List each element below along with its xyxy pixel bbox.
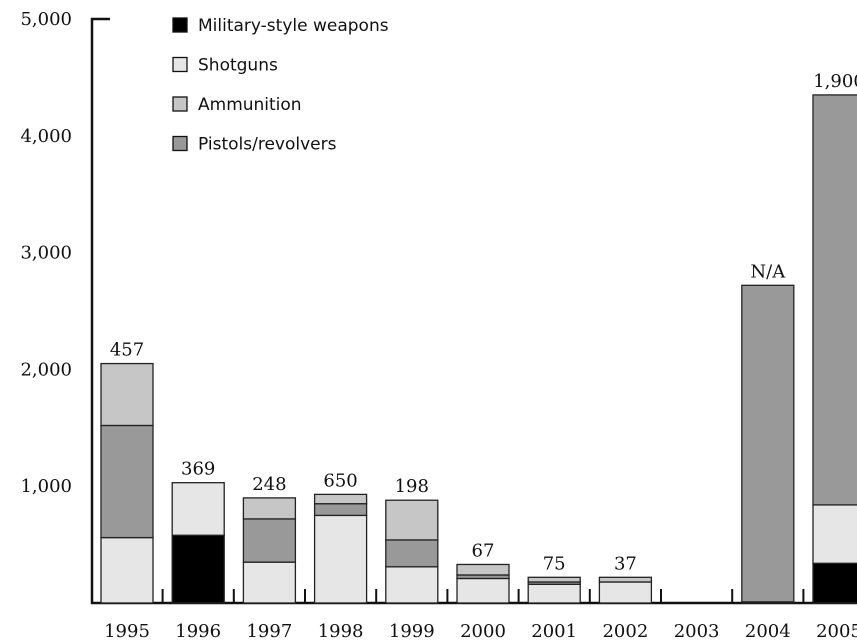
bar-total-label: 37 [614,553,637,574]
bar-total-label: 457 [110,340,144,361]
x-tick-label: 2003 [674,621,720,641]
bar-segment [242,518,297,563]
y-tick-label: 2,000 [20,359,72,380]
x-tick-label: 1997 [246,621,292,641]
bar-segment [812,94,857,506]
bar-total-label: 1,900 [813,71,857,92]
legend-swatch [172,135,188,152]
x-tick-label: 1996 [175,621,221,641]
bar-total-label: 248 [252,474,286,495]
bar-segment [527,576,581,583]
bar-segment [313,493,368,505]
bar-total-label: 67 [472,540,495,561]
legend-swatch [172,96,188,112]
y-tick-label: 3,000 [20,243,72,264]
y-tick-label: 5,000 [20,9,72,30]
bar-segment [100,424,154,539]
x-tick-label: 2001 [531,621,577,641]
legend-label: Pistols/revolvers [198,135,337,155]
x-tick-label: 1999 [389,621,435,641]
x-tick-label: 1995 [104,621,150,641]
bar-segment [385,566,439,604]
bar-segment [598,581,653,604]
bar-segment [385,539,439,568]
bar-segment [100,536,154,604]
bar-segment [171,482,225,536]
y-tick-label: 4,000 [20,126,72,147]
bar-segment [242,497,297,520]
legend-swatch [172,17,188,33]
y-tick-label: 1,000 [20,476,72,497]
legend-label: Military-style weapons [198,16,389,36]
x-tick-label: 2002 [602,621,648,641]
x-tick-label: 2000 [460,621,506,641]
x-tick-label: 2004 [745,621,791,641]
bar-segment [456,563,510,576]
bar-segment [741,284,795,603]
bar-total-label: 198 [395,476,429,497]
legend-label: Shotguns [198,56,278,76]
legend-swatch [172,56,188,73]
bar-total-label: 369 [181,459,215,480]
legend-label: Ammunition [198,95,302,115]
bar-segment [598,576,653,583]
bar-segment [100,362,154,427]
bar-segment [527,583,581,604]
bar-segment [171,534,225,604]
x-tick-label: 2005 [816,621,857,641]
bar-segment [242,561,297,604]
bar-total-label: N/A [750,261,786,282]
bar-segment [456,577,510,604]
bar-total-label: 75 [543,553,566,574]
legend: Military-style weapons Shotguns Ammunition… [172,16,389,155]
bar-total-label: 650 [323,470,357,491]
x-tick-label: 1998 [318,621,364,641]
axes: 5,000 4,000 3,000 2,000 1,000 1995 1996 1997 199… [20,9,857,641]
bar-segment [385,499,439,541]
bar-segment [313,514,368,604]
bar-segment [313,503,368,517]
bars [100,94,857,604]
bar-segment [812,562,857,604]
bar-segment [812,504,857,564]
labels: 457 369 248 650 198 67 75 37 N/A 1,900 [110,71,857,574]
